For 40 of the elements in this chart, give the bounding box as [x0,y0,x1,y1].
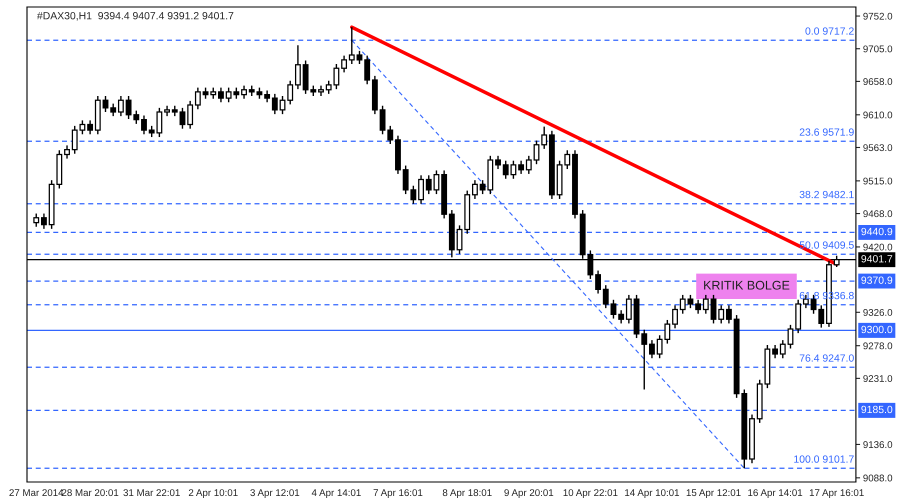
chart-title: #DAX30,H1 9394.4 9407.4 9391.2 9401.7 [36,12,234,21]
y-tick-label: 9563.0 [863,144,892,152]
x-tick-label: 15 Apr 12:01 [686,489,741,498]
annotation: 38.2 9482.1 [800,190,854,198]
x-tick-label: 7 Apr 16:01 [374,489,422,498]
x-tick-label: 9 Apr 20:01 [504,489,554,498]
x-tick-label: 4 Apr 14:01 [312,489,361,498]
ref-line-label: 9440.9 [861,228,892,236]
ref-line-label: 9401.7 [861,255,892,262]
y-tick-label: 9468.0 [863,210,892,218]
x-tick-label: 8 Apr 18:01 [442,489,492,498]
y-tick-label: 9326.0 [863,309,892,316]
ref-line-label: 9300.0 [861,326,892,334]
x-tick-label: 27 Mar 2014 [9,489,64,496]
x-tick-label: 31 Mar 22:01 [123,489,180,496]
x-tick-label: 16 Apr 14:01 [748,489,802,498]
y-tick-label: 9088.0 [863,474,892,482]
x-tick-label: 2 Apr 10:01 [188,489,238,498]
y-tick-label: 9420.0 [863,244,892,251]
y-tick-label: 9278.0 [863,342,892,350]
x-tick-label: 14 Apr 10:01 [625,489,680,498]
ref-line-label: 9370.9 [861,276,892,284]
x-tick-label: 3 Apr 12:01 [250,489,300,498]
x-tick-label: 17 Apr 16:01 [810,489,864,498]
ref-line-label: 9185.0 [861,406,892,414]
annotation: KRITIK BOLGE [704,280,790,290]
x-tick-label: 28 Mar 20:01 [62,489,118,496]
y-tick-label: 9136.0 [863,441,892,448]
y-tick-label: 9705.0 [863,45,892,52]
y-tick-label: 9231.0 [863,375,892,382]
y-tick-label: 9610.0 [863,112,892,118]
x-tick-label: 10 Apr 22:01 [564,489,618,498]
annotation: 76.4 9247.0 [800,354,854,362]
annotation: 100.0 9101.7 [794,455,854,463]
annotation: 50.0 9409.5 [800,241,854,249]
y-tick-label: 9515.0 [863,178,892,184]
y-tick-label: 9658.0 [863,78,892,86]
annotation: 23.6 9571.9 [800,128,854,136]
y-tick-label: 9752.0 [863,12,892,20]
annotation: 0.0 9717.2 [805,27,854,35]
